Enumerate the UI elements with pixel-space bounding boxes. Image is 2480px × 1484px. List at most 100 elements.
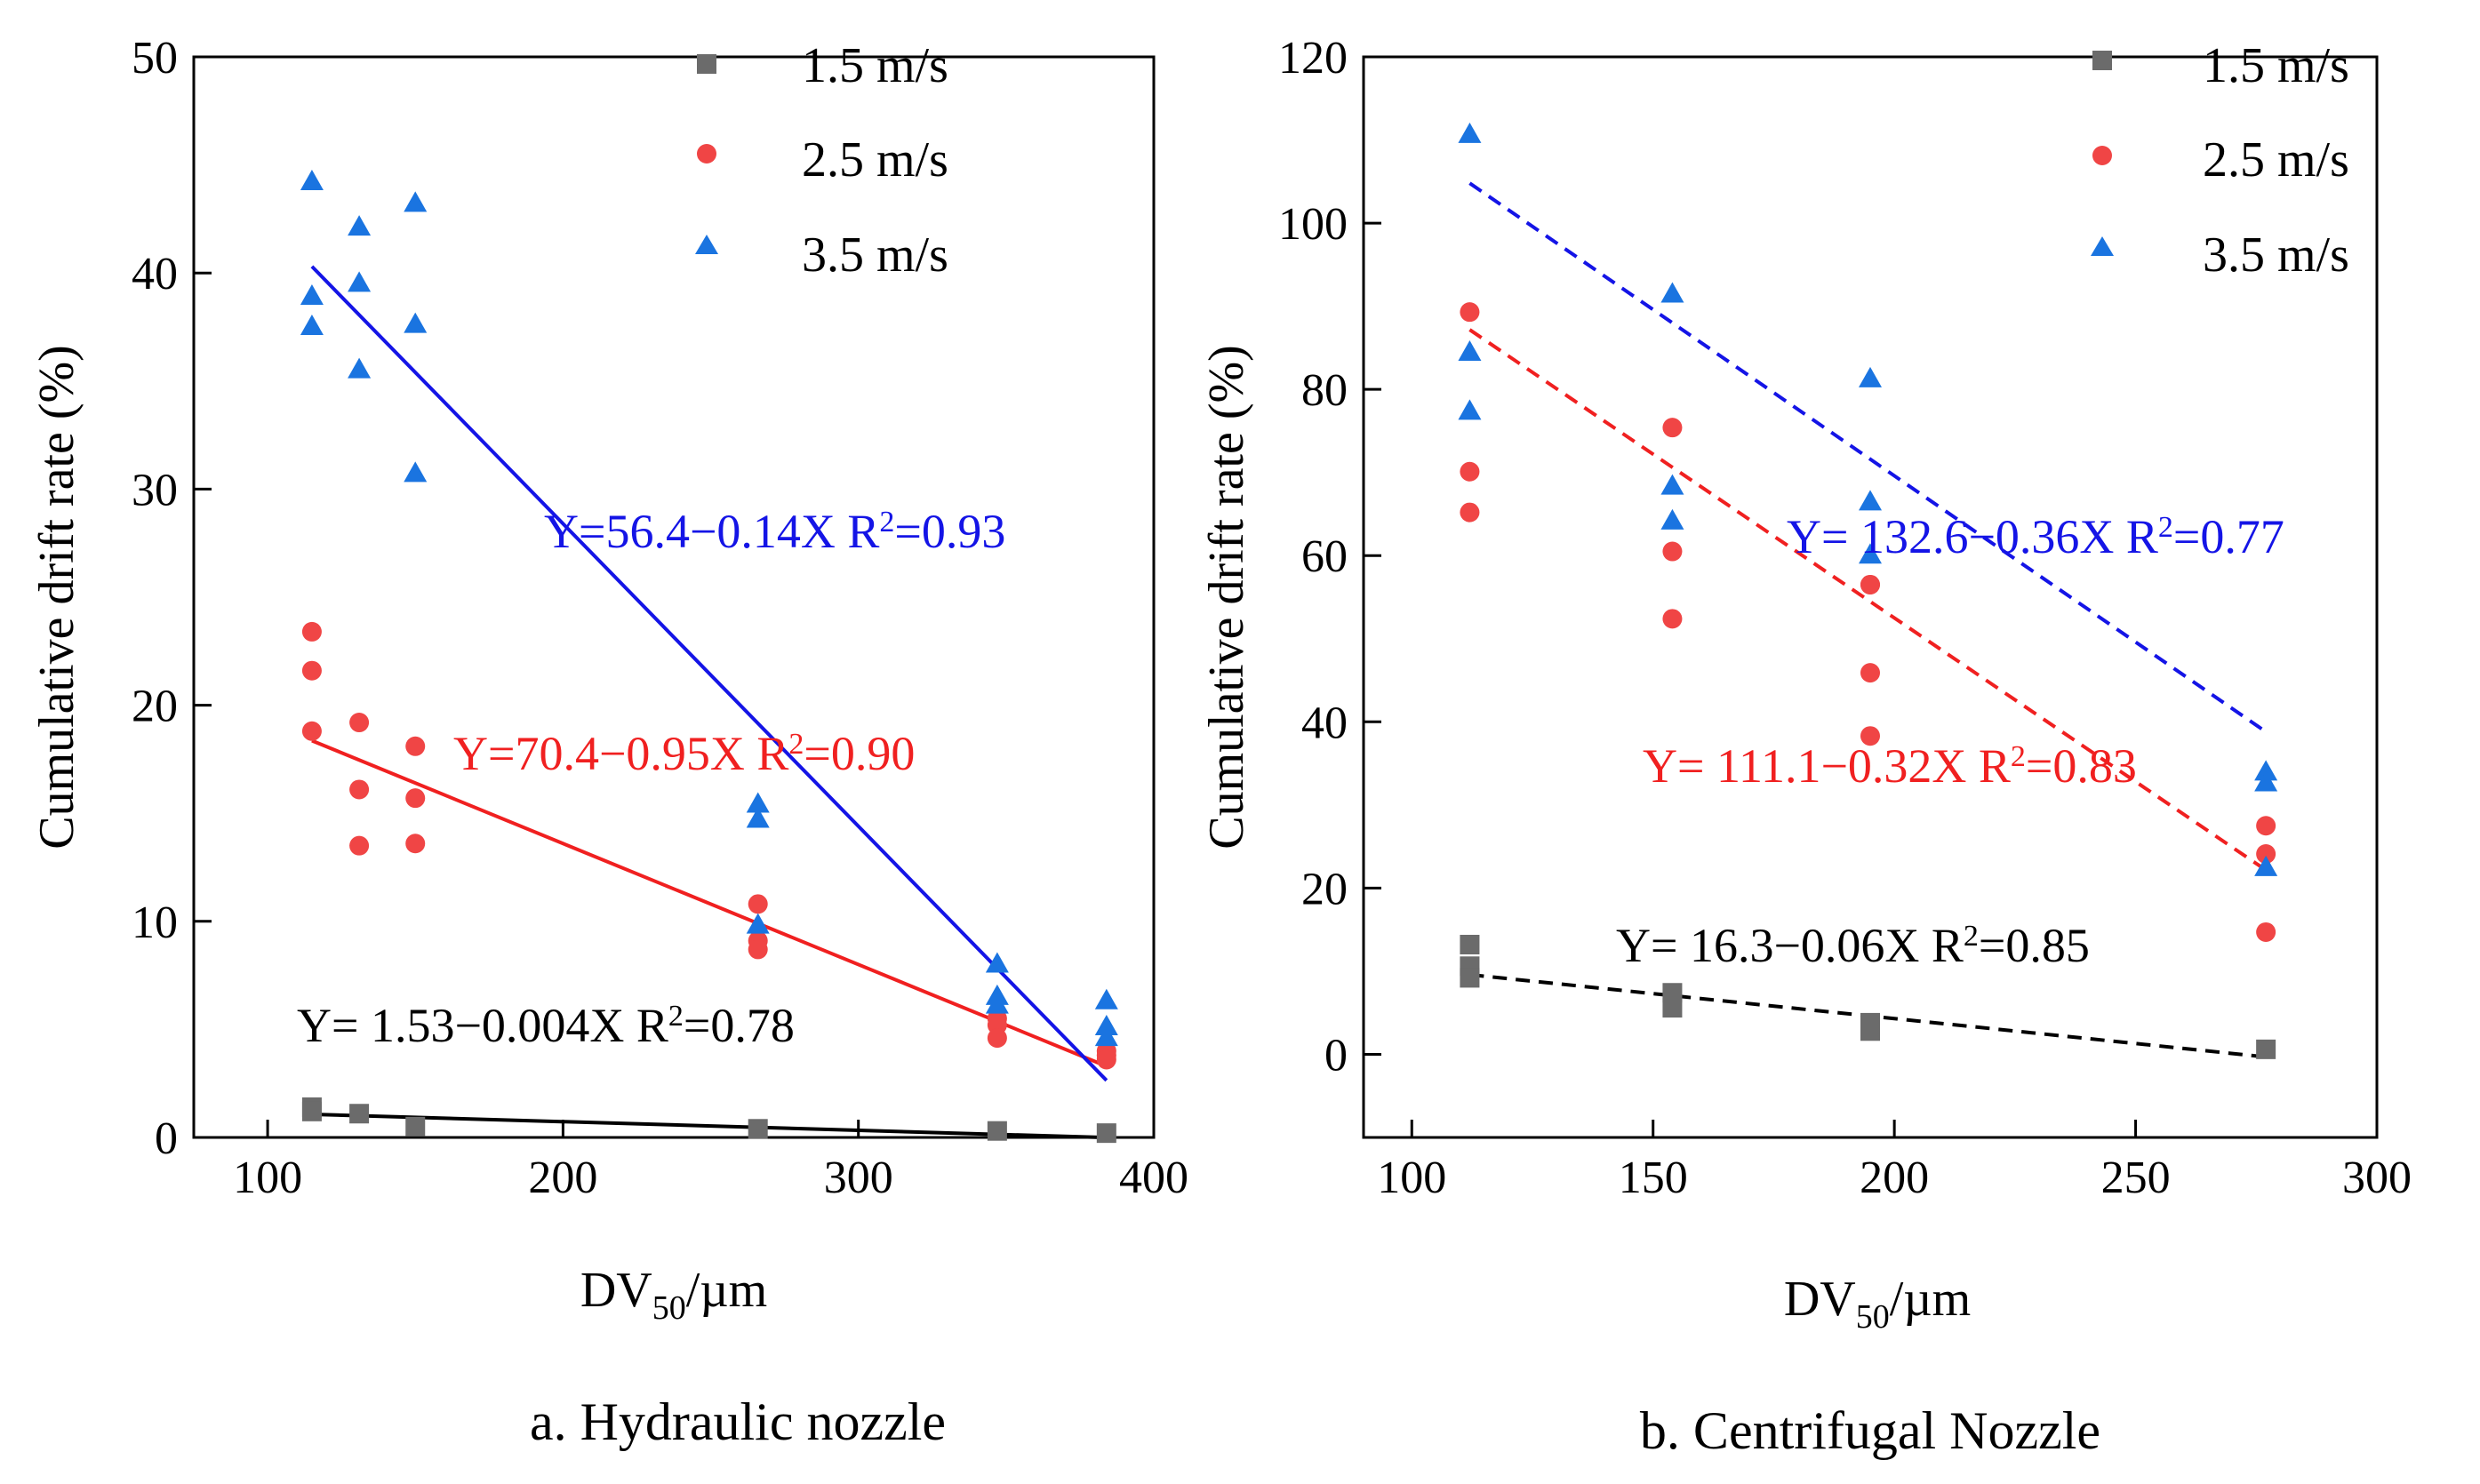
y-tick-label: 80 [1301, 365, 1348, 416]
data-point-circle [748, 939, 768, 960]
legend-label-1-5: 1.5 m/s [2203, 38, 2349, 93]
data-point-square [1662, 983, 1683, 1003]
data-point-triangle [1660, 282, 1684, 303]
data-point-square [349, 1104, 370, 1124]
panel-a-eq-1-5: Y= 1.53−0.004X R2=0.78 [297, 999, 795, 1052]
data-point-triangle [404, 191, 428, 212]
fit-line-3-5 [1468, 181, 2268, 734]
data-point-circle [1860, 663, 1880, 683]
y-tick-label: 30 [132, 465, 178, 515]
data-point-square [1460, 934, 1480, 954]
data-point-circle [1662, 609, 1683, 629]
y-tick-label: 40 [132, 249, 178, 299]
panel-a-markers [300, 170, 1118, 1144]
x-tick-label: 100 [1377, 1153, 1446, 1203]
legend-marker-triangle [695, 235, 718, 254]
panel-a-ylabel: Cumulative drift rate (%) [29, 345, 84, 850]
panel-a-caption: a. Hydraulic nozzle [530, 1392, 946, 1451]
panel-b-eq-1-5: Y= 16.3−0.06X R2=0.85 [1616, 919, 2090, 972]
data-point-circle [1860, 726, 1880, 746]
data-point-triangle [348, 215, 372, 236]
panel-b-eq-3-5: Y= 132.6−0.36X R2=0.77 [1787, 510, 2284, 563]
data-point-circle [2256, 922, 2276, 942]
panel-b-markers [1458, 122, 2278, 1059]
data-point-square [301, 1101, 322, 1121]
data-point-triangle [1859, 490, 1882, 511]
panel-b-xlabel: DV50/µm [1784, 1272, 1971, 1336]
data-point-triangle [1859, 543, 1882, 564]
y-tick-label: 40 [1301, 698, 1348, 748]
y-tick-label: 0 [1324, 1030, 1348, 1081]
panel-b-ticks: 100 150 200 250 300 0 20 40 60 80 100 120 [1278, 33, 2412, 1203]
plot-frame-b [1362, 55, 2379, 1139]
data-point-square [987, 1121, 1007, 1141]
data-point-square [1096, 1123, 1116, 1144]
data-point-circle [748, 894, 768, 914]
data-point-square [748, 1119, 768, 1139]
plot-frame-a [192, 55, 1156, 1139]
data-point-triangle [404, 312, 428, 333]
y-tick-label: 60 [1301, 531, 1348, 582]
data-point-triangle [1458, 399, 1482, 420]
data-point-triangle [1458, 339, 1482, 361]
data-point-triangle [1859, 366, 1882, 387]
data-point-square [405, 1116, 426, 1137]
data-point-triangle [348, 357, 372, 379]
panel-a-xlabel: DV50/µm [580, 1263, 767, 1327]
panel-b-legend: 1.5 m/s 2.5 m/s 3.5 m/s [2091, 38, 2349, 283]
legend-marker-square [697, 54, 716, 74]
data-point-triangle [1458, 122, 1482, 143]
panel-a-eq-3-5: Y=56.4−0.14X R2=0.93 [544, 505, 1005, 558]
data-point-triangle [985, 993, 1009, 1014]
data-point-circle [1662, 541, 1683, 562]
x-tick-label: 250 [2101, 1153, 2171, 1203]
y-tick-label: 20 [1301, 864, 1348, 914]
fit-line-3-5 [310, 265, 1108, 1082]
data-point-triangle [1660, 474, 1684, 495]
panel-a-eq-2-5: Y=70.4−0.95X R2=0.90 [453, 727, 915, 780]
x-tick-label: 400 [1119, 1153, 1188, 1203]
data-point-circle [1662, 418, 1683, 438]
data-point-circle [1096, 1049, 1116, 1070]
panel-a-hydraulic: 100 200 300 400 0 10 20 30 40 50 Cumulative drift… [29, 33, 1188, 1451]
data-point-triangle [1094, 1014, 1118, 1035]
data-point-circle [349, 713, 370, 733]
data-point-circle [349, 779, 370, 800]
data-point-circle [987, 1028, 1007, 1049]
panel-a-fit-lines [310, 265, 1108, 1140]
x-tick-label: 200 [528, 1153, 597, 1203]
data-point-triangle [1094, 988, 1118, 1009]
data-point-circle [1460, 302, 1480, 323]
data-point-triangle [746, 792, 770, 813]
x-tick-label: 200 [1860, 1153, 1929, 1203]
data-point-triangle [300, 283, 324, 305]
y-tick-label: 50 [132, 33, 178, 84]
data-point-triangle [300, 315, 324, 335]
data-point-circle [2256, 844, 2276, 865]
legend-marker-square [2092, 51, 2112, 70]
data-point-triangle [985, 952, 1009, 973]
data-point-triangle [2254, 855, 2278, 876]
legend-marker-triangle [2091, 236, 2114, 256]
data-point-triangle [746, 807, 770, 828]
data-point-circle [1460, 461, 1480, 482]
data-point-square [1662, 998, 1683, 1018]
y-tick-label: 10 [132, 898, 178, 948]
fit-line-2-5 [311, 738, 1108, 1068]
x-tick-label: 300 [824, 1153, 893, 1203]
data-point-circle [1460, 502, 1480, 523]
legend-label-2-5: 2.5 m/s [2203, 132, 2349, 187]
panel-b-ylabel: Cumulative drift rate (%) [1199, 345, 1254, 850]
data-point-triangle [746, 913, 770, 934]
legend-label-3-5: 3.5 m/s [802, 227, 948, 283]
data-point-circle [349, 835, 370, 856]
data-point-triangle [1660, 508, 1684, 530]
data-point-circle [301, 721, 322, 741]
data-point-circle [405, 736, 426, 756]
panel-b-centrifugal: 100 150 200 250 300 0 20 40 60 80 100 120 Cumulativ… [1199, 33, 2412, 1460]
data-point-triangle [300, 170, 324, 191]
data-point-triangle [2254, 760, 2278, 781]
x-tick-label: 100 [233, 1153, 302, 1203]
data-point-square [1460, 968, 1480, 988]
